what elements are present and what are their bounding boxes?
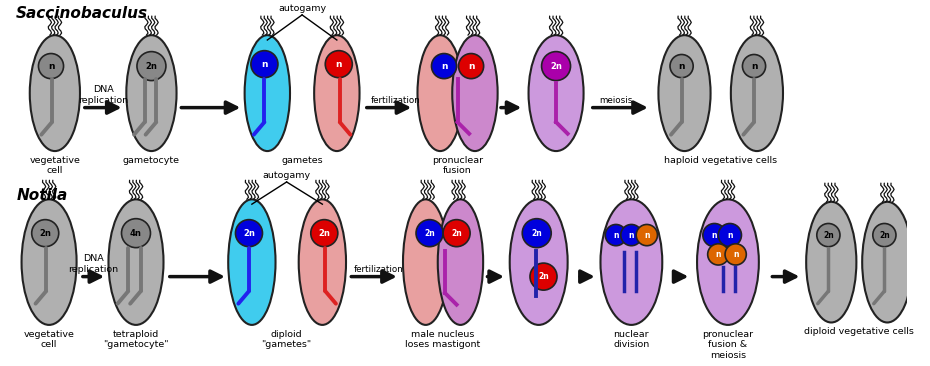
Text: 2n: 2n: [243, 229, 255, 238]
Ellipse shape: [299, 199, 346, 325]
Text: nuclear
division: nuclear division: [613, 330, 649, 349]
Text: n: n: [715, 250, 721, 259]
Text: diploid
"gametes": diploid "gametes": [261, 330, 312, 349]
Circle shape: [605, 224, 627, 246]
Text: n: n: [468, 61, 474, 71]
Text: n: n: [751, 61, 757, 71]
Text: 2n: 2n: [451, 229, 462, 238]
Ellipse shape: [658, 35, 711, 151]
Text: fertilization: fertilization: [353, 265, 403, 274]
Ellipse shape: [21, 199, 76, 325]
Text: 2n: 2n: [531, 229, 542, 238]
Circle shape: [620, 224, 642, 246]
Ellipse shape: [109, 199, 164, 325]
Text: n: n: [727, 231, 733, 240]
Text: gametes: gametes: [281, 156, 323, 165]
Ellipse shape: [418, 35, 463, 151]
Ellipse shape: [228, 199, 275, 325]
Text: Saccinobaculus: Saccinobaculus: [16, 6, 149, 21]
Text: 2n: 2n: [551, 61, 562, 71]
Text: 2n: 2n: [424, 229, 435, 238]
Ellipse shape: [528, 35, 584, 151]
Ellipse shape: [438, 199, 484, 325]
Circle shape: [235, 220, 262, 247]
Circle shape: [670, 55, 693, 78]
Text: vegetative
cell: vegetative cell: [23, 330, 74, 349]
Ellipse shape: [30, 35, 80, 151]
Circle shape: [725, 244, 746, 265]
Text: n: n: [733, 250, 738, 259]
Ellipse shape: [452, 35, 498, 151]
Text: pronuclear
fusion &
meiosis: pronuclear fusion & meiosis: [702, 330, 753, 359]
Text: n: n: [711, 231, 717, 240]
Text: n: n: [441, 61, 447, 71]
Circle shape: [311, 220, 338, 247]
Circle shape: [636, 224, 658, 246]
Ellipse shape: [510, 199, 567, 325]
Circle shape: [32, 220, 59, 247]
Ellipse shape: [731, 35, 783, 151]
Circle shape: [443, 220, 470, 247]
Ellipse shape: [601, 199, 662, 325]
Ellipse shape: [403, 199, 448, 325]
Text: n: n: [47, 61, 54, 71]
Text: n: n: [629, 231, 634, 240]
Ellipse shape: [806, 202, 857, 322]
Circle shape: [326, 51, 352, 78]
Circle shape: [817, 224, 840, 247]
Text: autogamy: autogamy: [278, 4, 326, 13]
Circle shape: [718, 224, 741, 247]
Circle shape: [458, 53, 484, 79]
Circle shape: [873, 224, 896, 247]
Text: 2n: 2n: [879, 231, 890, 240]
Text: n: n: [336, 60, 342, 69]
Circle shape: [38, 53, 63, 79]
Text: 2n: 2n: [538, 272, 549, 281]
Text: n: n: [644, 231, 649, 240]
Ellipse shape: [245, 35, 290, 151]
Circle shape: [708, 244, 729, 265]
Circle shape: [137, 52, 166, 81]
Text: 2n: 2n: [823, 231, 834, 240]
Circle shape: [703, 224, 726, 247]
Text: autogamy: autogamy: [262, 171, 311, 180]
Circle shape: [432, 53, 457, 79]
Text: meiosis: meiosis: [600, 96, 633, 105]
Text: Notila: Notila: [16, 188, 68, 203]
Text: 2n: 2n: [318, 229, 330, 238]
Text: 4n: 4n: [130, 229, 142, 238]
Circle shape: [523, 219, 551, 248]
Text: diploid vegetative cells: diploid vegetative cells: [804, 327, 914, 336]
Circle shape: [122, 219, 151, 248]
Text: gametocyte: gametocyte: [123, 156, 179, 165]
Text: DNA
replication: DNA replication: [69, 254, 118, 274]
Ellipse shape: [862, 202, 912, 322]
Circle shape: [742, 55, 765, 78]
Text: 2n: 2n: [39, 229, 51, 238]
Text: vegetative
cell: vegetative cell: [30, 156, 80, 175]
Circle shape: [416, 220, 443, 247]
Text: male nucleus
loses mastigont: male nucleus loses mastigont: [405, 330, 481, 349]
Circle shape: [541, 52, 570, 81]
Text: DNA
replication: DNA replication: [78, 85, 128, 105]
Ellipse shape: [698, 199, 759, 325]
Text: n: n: [613, 231, 618, 240]
Ellipse shape: [314, 35, 360, 151]
Text: 2n: 2n: [145, 61, 157, 71]
Text: n: n: [678, 61, 684, 71]
Text: tetraploid
"gametocyte": tetraploid "gametocyte": [103, 330, 168, 349]
Text: n: n: [261, 60, 268, 69]
Circle shape: [251, 51, 278, 78]
Text: pronuclear
fusion: pronuclear fusion: [432, 156, 483, 175]
Text: haploid vegetative cells: haploid vegetative cells: [664, 156, 777, 165]
Circle shape: [530, 263, 557, 290]
Text: fertilization: fertilization: [371, 96, 420, 105]
Ellipse shape: [126, 35, 177, 151]
